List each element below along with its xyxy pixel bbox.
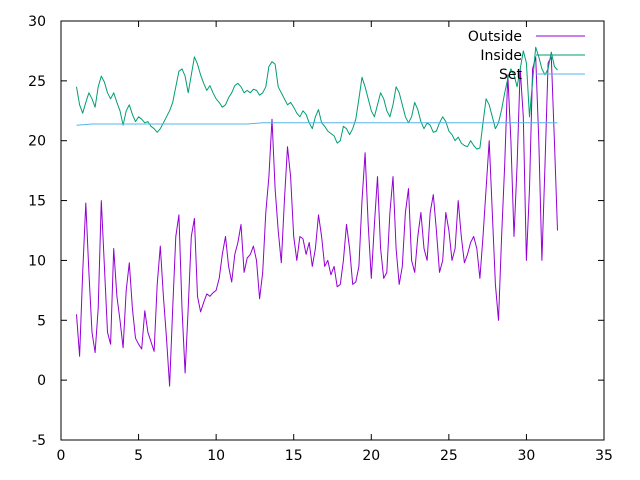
y-tick-label: 25	[28, 74, 46, 90]
y-tick-label: 5	[37, 313, 46, 329]
y-tick-label: 10	[28, 253, 46, 269]
legend-label-set: Set	[499, 67, 523, 83]
plot-area	[60, 20, 605, 441]
x-tick-label: 35	[595, 448, 613, 464]
y-tick-label: 15	[28, 194, 46, 210]
y-tick-label: 0	[37, 373, 46, 389]
series-line-outside	[76, 56, 558, 387]
axes: 0 5 10 15 20 25 30 35 -5 0 5 10 15 20 25 30	[28, 14, 613, 464]
legend-label-outside: Outside	[468, 29, 522, 45]
series-line-inside	[76, 46, 558, 150]
series-line-set	[76, 122, 558, 126]
series-layer	[76, 46, 558, 387]
x-tick-label: 10	[207, 448, 225, 464]
x-tick-label: 25	[440, 448, 458, 464]
x-tick-label: 30	[518, 448, 536, 464]
x-tick-label: 5	[134, 448, 143, 464]
x-tick-label: 15	[285, 448, 303, 464]
y-tick-label: -5	[32, 433, 46, 449]
x-tick-label: 20	[362, 448, 380, 464]
y-tick-label: 30	[28, 14, 46, 30]
legend: Outside Inside Set	[468, 29, 585, 83]
legend-label-inside: Inside	[480, 48, 522, 64]
x-tick-label: 0	[57, 448, 66, 464]
y-tick-label: 20	[28, 134, 46, 150]
